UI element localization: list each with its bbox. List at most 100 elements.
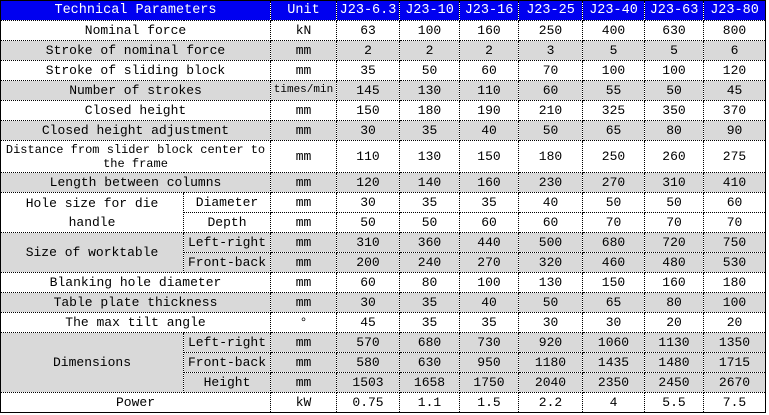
parameter-name: Stroke of nominal force (0, 40, 271, 61)
value-cell: 250 (582, 140, 645, 173)
parameter-name: Hole size for die handle (0, 192, 184, 233)
value-cell: 410 (703, 172, 766, 193)
unit-cell: mm (270, 60, 337, 81)
value-cell: 50 (582, 192, 645, 213)
header-model: J23-6.3 (336, 0, 400, 21)
value-cell: 150 (459, 140, 519, 173)
value-cell: 80 (399, 272, 460, 293)
parameter-name: Size of worktable (0, 232, 184, 273)
value-cell: 50 (644, 192, 704, 213)
unit-cell: mm (270, 252, 337, 273)
value-cell: 5.5 (644, 392, 704, 413)
sub-parameter-name: Height (183, 372, 271, 393)
sub-parameter-name: Left-right (183, 232, 271, 253)
value-cell: 100 (399, 20, 460, 41)
value-cell: 60 (336, 272, 400, 293)
parameter-name: Distance from slider block center to the… (0, 140, 271, 173)
value-cell: 50 (644, 80, 704, 101)
sub-parameter-name: Left-right (183, 332, 271, 353)
value-cell: 160 (644, 272, 704, 293)
value-cell: 60 (518, 212, 583, 233)
value-cell: 30 (336, 120, 400, 141)
header-model: J23-16 (459, 0, 519, 21)
value-cell: 1435 (582, 352, 645, 373)
table-row: Depth mm 50 50 60 60 70 70 70 (1, 212, 766, 233)
value-cell: 35 (399, 120, 460, 141)
value-cell: 50 (399, 212, 460, 233)
table-row: Stroke of nominal force mm 2 2 2 3 5 5 6 (0, 40, 766, 61)
value-cell: 30 (336, 292, 400, 313)
value-cell: 100 (644, 60, 704, 81)
value-cell: 100 (582, 60, 645, 81)
value-cell: 2450 (644, 372, 704, 393)
value-cell: 30 (518, 312, 583, 333)
value-cell: 70 (644, 212, 704, 233)
table-row: Hole size for die handle Diameter mm 30 35 35… (0, 192, 766, 233)
table-row: Table plate thickness mm 30 35 40 50 65 80 100 (0, 292, 766, 313)
header-model: J23-40 (582, 0, 645, 21)
parameter-name: Length between columns (0, 172, 271, 193)
value-cell: 1658 (399, 372, 460, 393)
sub-parameter-name: Depth (183, 212, 271, 233)
value-cell: 6 (703, 40, 766, 61)
value-cell: 250 (518, 20, 583, 41)
value-cell: 1750 (459, 372, 519, 393)
unit-cell: mm (270, 332, 337, 353)
unit-cell: mm (270, 292, 337, 313)
unit-cell: mm (270, 272, 337, 293)
value-cell: 350 (644, 100, 704, 121)
value-cell: 120 (336, 172, 400, 193)
value-cell: 1480 (644, 352, 704, 373)
value-cell: 20 (644, 312, 704, 333)
value-cell: 40 (518, 192, 583, 213)
unit-cell: mm (270, 212, 337, 233)
value-cell: 60 (518, 80, 583, 101)
table-row: Blanking hole diameter mm 60 80 100 130 150 160… (0, 272, 766, 293)
value-cell: 35 (459, 192, 519, 213)
value-cell: 1060 (582, 332, 645, 353)
value-cell: 20 (703, 312, 766, 333)
header-model: J23-25 (518, 0, 583, 21)
unit-cell: mm (270, 372, 337, 393)
value-cell: 800 (703, 20, 766, 41)
value-cell: 60 (459, 212, 519, 233)
value-cell: 1180 (518, 352, 583, 373)
value-cell: 180 (518, 140, 583, 173)
value-cell: 400 (582, 20, 645, 41)
unit-cell: mm (270, 172, 337, 193)
value-cell: 2 (459, 40, 519, 61)
value-cell: 630 (399, 352, 460, 373)
value-cell: 530 (703, 252, 766, 273)
value-cell: 110 (336, 140, 400, 173)
unit-cell: mm (270, 120, 337, 141)
value-cell: 35 (336, 60, 400, 81)
value-cell: 200 (336, 252, 400, 273)
unit-cell: times/min (270, 80, 337, 101)
table-row: Nominal force kN 63 100 160 250 400 630 800 (0, 20, 766, 41)
header-model: J23-80 (703, 0, 766, 21)
value-cell: 2350 (582, 372, 645, 393)
value-cell: 100 (459, 272, 519, 293)
unit-cell: mm (270, 232, 337, 253)
unit-cell: mm (270, 192, 337, 213)
table-row: Closed height mm 150 180 190 210 325 350 370 (0, 100, 766, 121)
value-cell: 60 (703, 192, 766, 213)
parameter-name: Power (0, 392, 271, 413)
value-cell: 180 (703, 272, 766, 293)
value-cell: 920 (518, 332, 583, 353)
value-cell: 5 (644, 40, 704, 61)
value-cell: 270 (582, 172, 645, 193)
value-cell: 45 (703, 80, 766, 101)
table-row: Number of strokes times/min 145 130 110 60 55 5… (0, 80, 766, 101)
value-cell: 310 (336, 232, 400, 253)
value-cell: 2 (336, 40, 400, 61)
value-cell: 1503 (336, 372, 400, 393)
unit-cell: mm (270, 40, 337, 61)
table-row: Size of worktable Left-right mm 310 360 440 50… (0, 232, 766, 273)
header-row: Technical Parameters Unit J23-6.3 J23-10 J… (0, 0, 766, 21)
parameter-name: Nominal force (0, 20, 271, 41)
value-cell: 570 (336, 332, 400, 353)
parameter-name: The max tilt angle (0, 312, 271, 333)
parameter-name: Number of strokes (0, 80, 271, 101)
